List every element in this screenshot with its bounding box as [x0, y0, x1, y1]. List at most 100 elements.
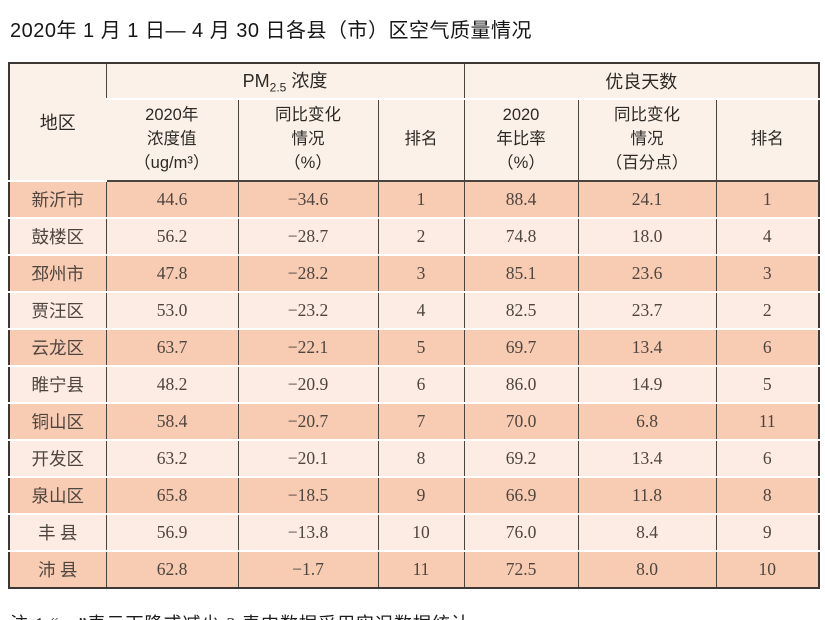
- value-cell: 6: [715, 439, 820, 477]
- value-cell: 6.8: [577, 402, 717, 440]
- value-cell: −22.1: [237, 328, 378, 366]
- value-cell: 53.0: [105, 291, 238, 329]
- pm25-label-subscript: 2.5: [269, 80, 287, 95]
- value-cell: 8: [377, 439, 465, 477]
- value-cell: −18.5: [237, 476, 378, 514]
- value-cell: 47.8: [105, 254, 238, 292]
- value-cell: 8: [715, 476, 820, 514]
- pm25-label-suffix: 浓度: [286, 71, 328, 92]
- value-cell: 2: [377, 217, 465, 255]
- column-header-days-change: 同比变化 情况 （百分点）: [577, 99, 717, 182]
- value-cell: 8.0: [577, 550, 717, 588]
- value-cell: 13.4: [577, 439, 717, 477]
- air-quality-table: 地区 PM2.5 浓度 优良天数 2020年 浓度值 （ug/m³） 同比变化 …: [8, 62, 821, 589]
- table-row: 开发区 63.2 −20.1 8 69.2 13.4 6: [9, 439, 820, 477]
- column-header-days-rank: 排名: [715, 99, 820, 182]
- value-cell: 48.2: [105, 365, 238, 403]
- value-cell: 63.2: [105, 439, 238, 477]
- value-cell: 11: [377, 550, 465, 588]
- value-cell: −1.7: [237, 550, 378, 588]
- value-cell: 63.7: [105, 328, 238, 366]
- column-header-pm-rank: 排名: [377, 99, 465, 182]
- header-group-row: 地区 PM2.5 浓度 优良天数: [9, 63, 820, 182]
- value-cell: −20.7: [237, 402, 378, 440]
- value-cell: −34.6: [237, 181, 378, 218]
- column-group-good-days: 优良天数: [463, 63, 820, 100]
- value-cell: 13.4: [577, 328, 717, 366]
- table-row: 新沂市 44.6 −34.6 1 88.4 24.1 1: [9, 181, 820, 218]
- value-cell: 69.7: [463, 328, 579, 366]
- header-sub-row: 2020年 浓度值 （ug/m³） 同比变化 情况 （%） 排名 2020 年比…: [9, 99, 820, 182]
- region-cell: 沛 县: [9, 550, 106, 588]
- region-cell: 贾汪区: [9, 291, 106, 329]
- value-cell: 5: [715, 365, 820, 403]
- pm25-label-prefix: PM: [242, 71, 270, 92]
- value-cell: 72.5: [463, 550, 579, 588]
- value-cell: 74.8: [463, 217, 579, 255]
- value-cell: 8.4: [577, 513, 717, 551]
- value-cell: −20.1: [237, 439, 378, 477]
- region-cell: 泉山区: [9, 476, 106, 514]
- region-cell: 云龙区: [9, 328, 106, 366]
- value-cell: 11: [715, 402, 820, 440]
- table-row: 沛 县 62.8 −1.7 11 72.5 8.0 10: [9, 550, 820, 588]
- page-title: 2020年 1 月 1 日— 4 月 30 日各县（市）区空气质量情况: [10, 20, 533, 42]
- value-cell: −28.7: [237, 217, 378, 255]
- table-row: 云龙区 63.7 −22.1 5 69.7 13.4 6: [9, 328, 820, 366]
- column-group-pm25: PM2.5 浓度: [105, 63, 465, 100]
- value-cell: 70.0: [463, 402, 579, 440]
- region-cell: 丰 县: [9, 513, 106, 551]
- value-cell: 58.4: [105, 402, 238, 440]
- value-cell: 9: [715, 513, 820, 551]
- column-header-pm-change: 同比变化 情况 （%）: [237, 99, 378, 182]
- value-cell: 6: [377, 365, 465, 403]
- value-cell: 44.6: [105, 181, 238, 218]
- value-cell: 82.5: [463, 291, 579, 329]
- value-cell: 10: [377, 513, 465, 551]
- value-cell: 3: [715, 254, 820, 292]
- region-cell: 铜山区: [9, 402, 106, 440]
- value-cell: 1: [377, 181, 465, 218]
- value-cell: 4: [715, 217, 820, 255]
- value-cell: 56.2: [105, 217, 238, 255]
- table-row: 丰 县 56.9 −13.8 10 76.0 8.4 9: [9, 513, 820, 551]
- value-cell: 24.1: [577, 181, 717, 218]
- value-cell: 23.7: [577, 291, 717, 329]
- value-cell: −28.2: [237, 254, 378, 292]
- value-cell: 9: [377, 476, 465, 514]
- table-row: 邳州市 47.8 −28.2 3 85.1 23.6 3: [9, 254, 820, 292]
- value-cell: 5: [377, 328, 465, 366]
- region-cell: 开发区: [9, 439, 106, 477]
- value-cell: 65.8: [105, 476, 238, 514]
- region-cell: 鼓楼区: [9, 217, 106, 255]
- value-cell: 2: [715, 291, 820, 329]
- value-cell: −20.9: [237, 365, 378, 403]
- region-cell: 新沂市: [9, 181, 106, 218]
- value-cell: 7: [377, 402, 465, 440]
- value-cell: 62.8: [105, 550, 238, 588]
- value-cell: 14.9: [577, 365, 717, 403]
- value-cell: 88.4: [463, 181, 579, 218]
- table-row: 贾汪区 53.0 −23.2 4 82.5 23.7 2: [9, 291, 820, 329]
- table-header: 地区 PM2.5 浓度 优良天数 2020年 浓度值 （ug/m³） 同比变化 …: [9, 63, 820, 182]
- region-cell: 睢宁县: [9, 365, 106, 403]
- value-cell: 11.8: [577, 476, 717, 514]
- value-cell: 18.0: [577, 217, 717, 255]
- value-cell: 23.6: [577, 254, 717, 292]
- column-header-region: 地区: [9, 63, 106, 182]
- value-cell: 6: [715, 328, 820, 366]
- footnote: 注:1.“—”表示下降或减少;2.表中数据采用实况数据统计。: [10, 610, 817, 620]
- region-cell: 邳州市: [9, 254, 106, 292]
- table-row: 鼓楼区 56.2 −28.7 2 74.8 18.0 4: [9, 217, 820, 255]
- value-cell: 1: [715, 181, 820, 218]
- value-cell: 66.9: [463, 476, 579, 514]
- value-cell: 3: [377, 254, 465, 292]
- column-header-days-ratio: 2020 年比率 （%）: [463, 99, 579, 182]
- value-cell: 56.9: [105, 513, 238, 551]
- table-row: 睢宁县 48.2 −20.9 6 86.0 14.9 5: [9, 365, 820, 403]
- value-cell: 69.2: [463, 439, 579, 477]
- table-body: 新沂市 44.6 −34.6 1 88.4 24.1 1 鼓楼区 56.2 −28.7 2 74.8 1…: [9, 181, 820, 588]
- value-cell: 4: [377, 291, 465, 329]
- column-header-pm-value: 2020年 浓度值 （ug/m³）: [106, 99, 238, 182]
